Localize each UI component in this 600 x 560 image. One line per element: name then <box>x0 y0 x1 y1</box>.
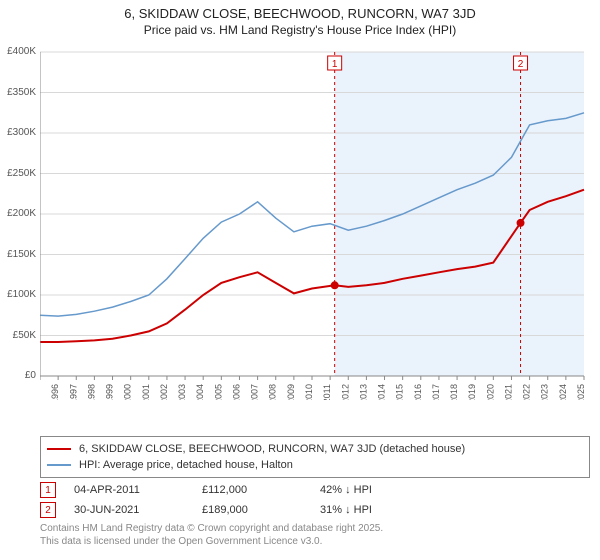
x-axis-label: 2022 <box>522 384 532 400</box>
sale-date: 30-JUN-2021 <box>74 504 184 516</box>
legend-item: 6, SKIDDAW CLOSE, BEECHWOOD, RUNCORN, WA… <box>47 441 583 457</box>
sales-table: 1 04-APR-2011 £112,000 42% ↓ HPI 2 30-JUN-202… <box>40 480 584 520</box>
y-axis-label: £0 <box>0 370 36 381</box>
x-axis-label: 2009 <box>286 384 296 400</box>
chart-title-address: 6, SKIDDAW CLOSE, BEECHWOOD, RUNCORN, WA… <box>0 6 600 21</box>
x-axis-label: 2013 <box>358 384 368 400</box>
title-block: 6, SKIDDAW CLOSE, BEECHWOOD, RUNCORN, WA… <box>0 0 600 37</box>
sale-row: 2 30-JUN-2021 £189,000 31% ↓ HPI <box>40 500 584 520</box>
x-axis-label: 1996 <box>50 384 60 400</box>
x-axis-label: 2002 <box>159 384 169 400</box>
footer-line2: This data is licensed under the Open Gov… <box>40 535 383 548</box>
sale-vs-hpi: 42% ↓ HPI <box>320 484 420 496</box>
y-axis-label: £150K <box>0 249 36 260</box>
svg-text:1: 1 <box>332 59 338 70</box>
x-axis-label: 2007 <box>250 384 260 400</box>
x-axis-label: 2011 <box>322 384 332 400</box>
footer-line1: Contains HM Land Registry data © Crown c… <box>40 522 383 535</box>
sale-date: 04-APR-2011 <box>74 484 184 496</box>
x-axis-label: 2004 <box>195 384 205 400</box>
y-axis-label: £300K <box>0 127 36 138</box>
sale-row: 1 04-APR-2011 £112,000 42% ↓ HPI <box>40 480 584 500</box>
legend-swatch <box>47 448 71 450</box>
chart-plot: 1995 1996 1997 1998 1999 2000 2001 2002 2003 2004… <box>40 48 588 400</box>
x-axis-label: 2023 <box>540 384 550 400</box>
y-axis-label: £200K <box>0 208 36 219</box>
x-axis-label: 2014 <box>377 384 387 400</box>
legend-item: HPI: Average price, detached house, Halt… <box>47 457 583 473</box>
x-axis-label: 2020 <box>485 384 495 400</box>
sale-price: £112,000 <box>202 484 302 496</box>
footer-attribution: Contains HM Land Registry data © Crown c… <box>40 522 383 548</box>
legend-label: HPI: Average price, detached house, Halt… <box>79 457 293 473</box>
x-axis-label: 2012 <box>340 384 350 400</box>
y-axis-label: £400K <box>0 46 36 57</box>
x-axis-label: 1998 <box>86 384 96 400</box>
svg-text:2: 2 <box>518 59 524 70</box>
x-axis-label: 2008 <box>268 384 278 400</box>
x-axis-label: 2021 <box>503 384 513 400</box>
sale-price: £189,000 <box>202 504 302 516</box>
y-axis-label: £100K <box>0 289 36 300</box>
x-axis-label: 2017 <box>431 384 441 400</box>
x-axis-label: 2024 <box>558 384 568 400</box>
chart-subtitle: Price paid vs. HM Land Registry's House … <box>0 23 600 37</box>
x-axis-label: 2000 <box>123 384 133 400</box>
y-axis-label: £350K <box>0 87 36 98</box>
x-axis-label: 2010 <box>304 384 314 400</box>
x-axis-label: 1997 <box>68 384 78 400</box>
legend: 6, SKIDDAW CLOSE, BEECHWOOD, RUNCORN, WA… <box>40 436 590 478</box>
x-axis-label: 2003 <box>177 384 187 400</box>
x-axis-label: 2015 <box>395 384 405 400</box>
x-axis-label: 2019 <box>467 384 477 400</box>
x-axis-label: 2018 <box>449 384 459 400</box>
x-axis-label: 2016 <box>413 384 423 400</box>
sale-marker-badge: 1 <box>40 482 56 498</box>
chart-container: 6, SKIDDAW CLOSE, BEECHWOOD, RUNCORN, WA… <box>0 0 600 560</box>
x-axis-label: 2001 <box>141 384 151 400</box>
x-axis-label: 1999 <box>105 384 115 400</box>
x-axis-label: 2006 <box>231 384 241 400</box>
y-axis-label: £250K <box>0 168 36 179</box>
x-axis-label: 1995 <box>40 384 42 400</box>
legend-label: 6, SKIDDAW CLOSE, BEECHWOOD, RUNCORN, WA… <box>79 441 465 457</box>
sale-vs-hpi: 31% ↓ HPI <box>320 504 420 516</box>
x-axis-label: 2005 <box>213 384 223 400</box>
sale-marker-badge: 2 <box>40 502 56 518</box>
y-axis-label: £50K <box>0 330 36 341</box>
x-axis-label: 2025 <box>576 384 586 400</box>
legend-swatch <box>47 464 71 466</box>
